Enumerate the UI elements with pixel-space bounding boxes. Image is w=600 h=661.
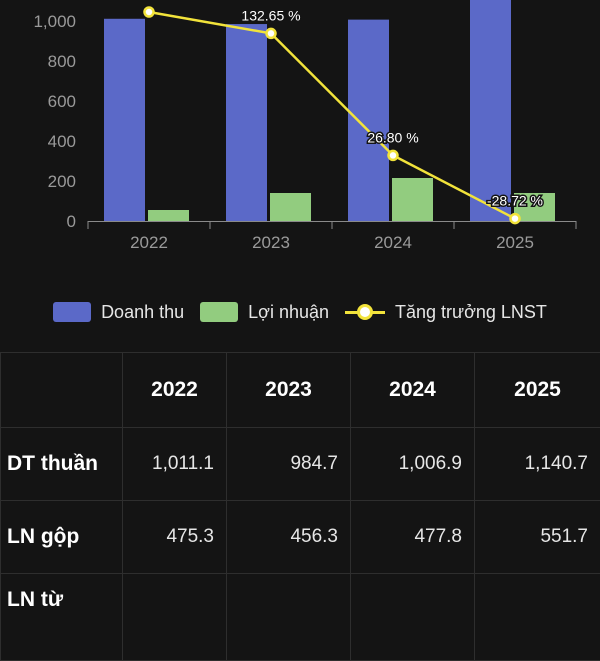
row-label: LN từ [1,574,123,661]
table-cell [227,574,351,661]
bar-profit-2022[interactable] [148,210,189,221]
legend-label-growth: Tăng trưởng LNST [395,302,547,323]
table-cell: 1,006.9 [351,428,475,501]
y-tick-label: 1,000 [33,12,76,31]
table-cell [351,574,475,661]
y-tick-label: 600 [48,92,76,111]
table-row: LN gộp 475.3 456.3 477.8 551.7 [1,501,600,574]
bar-revenue-2023[interactable] [226,24,267,221]
row-label: LN gộp [1,501,123,574]
x-tick-label: 2024 [374,233,412,252]
table-cell: 1,011.1 [123,428,227,501]
bars [104,0,555,221]
growth-point-2022[interactable] [145,8,154,17]
growth-data-label: 26.80 % [367,129,418,145]
bar-profit-2024[interactable] [392,178,433,221]
table-header-2023: 2023 [227,353,351,428]
table-cell: 475.3 [123,501,227,574]
table-cell [475,574,600,661]
table-header-2022: 2022 [123,353,227,428]
growth-data-label: -28.72 % [487,193,543,209]
row-label: DT thuần [1,428,123,501]
bar-profit-2023[interactable] [270,193,311,221]
legend-item-growth[interactable]: Tăng trưởng LNST [345,302,547,323]
x-tick-label: 2022 [130,233,168,252]
table-cell: 1,140.7 [475,428,600,501]
bar-revenue-2022[interactable] [104,19,145,221]
table-cell: 551.7 [475,501,600,574]
x-tick-label: 2023 [252,233,290,252]
bar-revenue-2025[interactable] [470,0,511,221]
y-tick-label: 0 [67,212,76,231]
financial-table: 2022 2023 2024 2025 DT thuần 1,011.1 984… [0,352,600,661]
legend-item-profit[interactable]: Lợi nhuận [200,302,329,323]
table-header-2025: 2025 [475,353,600,428]
table-cell: 477.8 [351,501,475,574]
growth-point-2025[interactable] [511,214,520,223]
y-tick-label: 400 [48,132,76,151]
table-cell: 984.7 [227,428,351,501]
x-axis: 2022 2023 2024 2025 [88,221,576,252]
growth-point-2023[interactable] [267,29,276,38]
y-axis: 0 200 400 600 800 1,000 [33,12,76,231]
legend-swatch-growth [345,302,385,322]
y-tick-label: 200 [48,172,76,191]
y-tick-label: 800 [48,52,76,71]
growth-line-path [149,12,515,219]
legend-label-profit: Lợi nhuận [248,302,329,323]
growth-data-label: 132.65 % [241,7,300,23]
table-row: DT thuần 1,011.1 984.7 1,006.9 1,140.7 [1,428,600,501]
legend-swatch-revenue [53,302,91,322]
table-cell: 456.3 [227,501,351,574]
table-cell [123,574,227,661]
growth-point-2024[interactable] [389,151,398,160]
table-header-2024: 2024 [351,353,475,428]
legend-label-revenue: Doanh thu [101,302,184,323]
x-tick-label: 2025 [496,233,534,252]
legend-swatch-profit [200,302,238,322]
legend-item-revenue[interactable]: Doanh thu [53,302,184,323]
chart-legend: Doanh thu Lợi nhuận Tăng trưởng LNST [0,296,600,328]
table-row: LN từ [1,574,600,661]
revenue-profit-chart: 0 200 400 600 800 1,000 2022 2023 2024 2025 132.… [0,0,600,285]
bar-revenue-2024[interactable] [348,20,389,221]
table-header-corner [1,353,123,428]
table-header-row: 2022 2023 2024 2025 [1,353,600,428]
